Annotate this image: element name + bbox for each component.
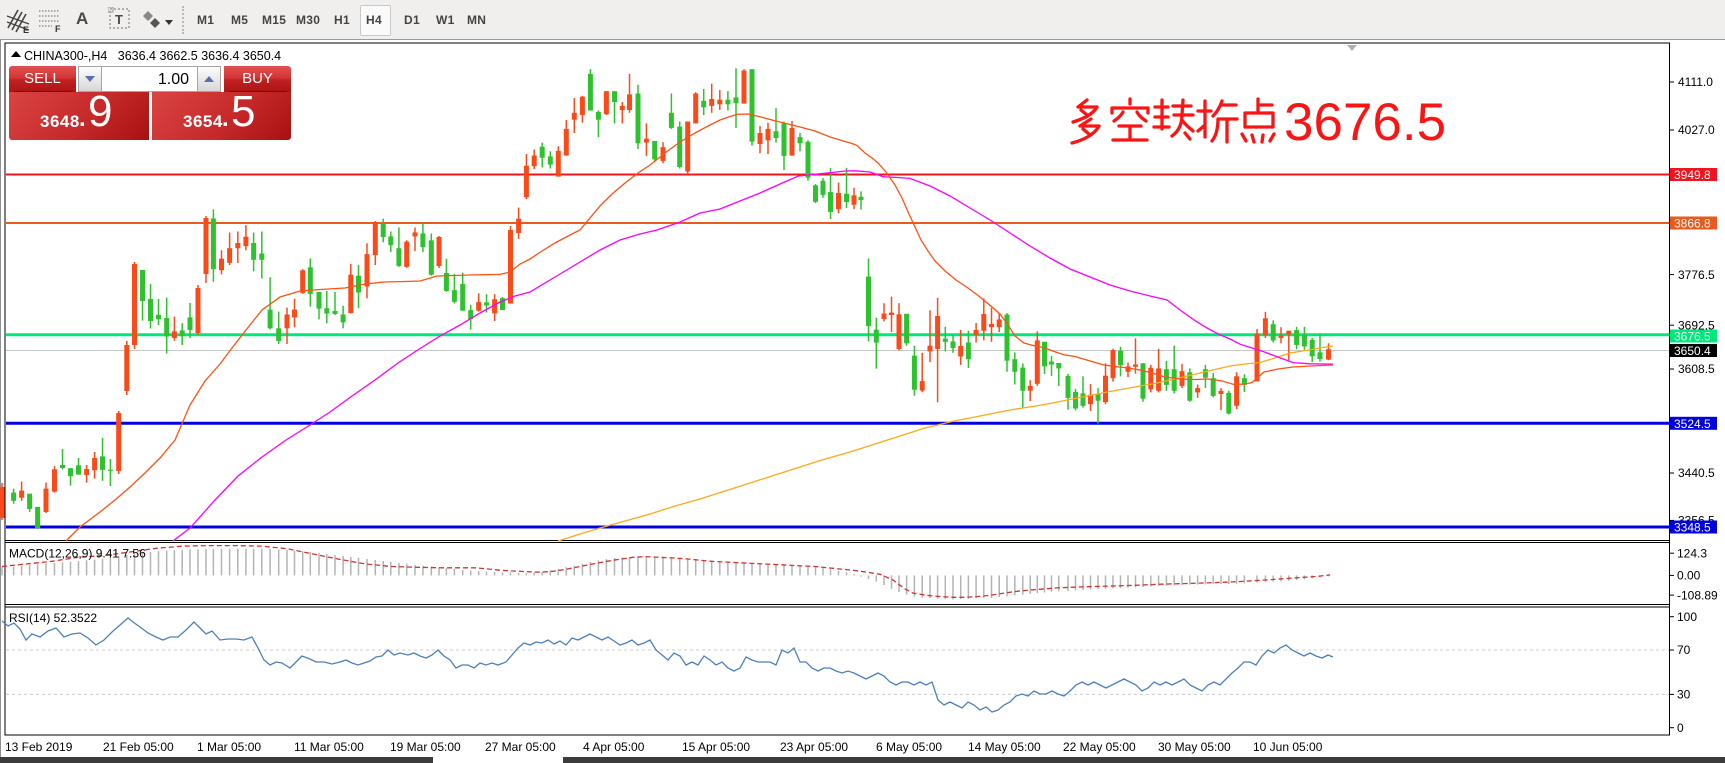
svg-text:3348.5: 3348.5	[1674, 521, 1711, 535]
svg-text:15 Apr 05:00: 15 Apr 05:00	[682, 740, 750, 754]
svg-text:10 Jun 05:00: 10 Jun 05:00	[1253, 740, 1323, 754]
svg-text:3692.5: 3692.5	[1678, 318, 1715, 332]
svg-text:4 Apr 05:00: 4 Apr 05:00	[583, 740, 645, 754]
svg-text:3676.5: 3676.5	[1284, 93, 1446, 152]
svg-text:3866.8: 3866.8	[1674, 217, 1711, 231]
svg-text:30 May 05:00: 30 May 05:00	[1158, 740, 1231, 754]
svg-text:124.3: 124.3	[1677, 546, 1707, 560]
svg-text:0: 0	[1677, 721, 1684, 735]
svg-text:T: T	[115, 12, 123, 27]
svg-text:3676.5: 3676.5	[1674, 330, 1711, 344]
svg-text:14 May 05:00: 14 May 05:00	[968, 740, 1041, 754]
svg-text:13 Feb 2019: 13 Feb 2019	[5, 740, 73, 754]
svg-text:1 Mar 05:00: 1 Mar 05:00	[197, 740, 261, 754]
svg-text:4111.0: 4111.0	[1678, 75, 1713, 89]
svg-text:3776.5: 3776.5	[1678, 268, 1715, 282]
svg-text:3608.5: 3608.5	[1678, 362, 1715, 376]
svg-text:MACD(12,26,9) 9.41 7.56: MACD(12,26,9) 9.41 7.56	[9, 547, 146, 561]
svg-text:-108.89: -108.89	[1677, 588, 1718, 602]
svg-text:23 Apr 05:00: 23 Apr 05:00	[780, 740, 848, 754]
svg-text:RSI(14) 52.3522: RSI(14) 52.3522	[9, 611, 97, 625]
svg-text:21 Feb 05:00: 21 Feb 05:00	[103, 740, 174, 754]
svg-text:E: E	[23, 25, 29, 34]
svg-text:70: 70	[1677, 643, 1691, 657]
svg-text:6 May 05:00: 6 May 05:00	[876, 740, 942, 754]
svg-text:3440.5: 3440.5	[1678, 466, 1715, 480]
svg-text:4027.0: 4027.0	[1678, 123, 1715, 137]
svg-text:3650.4: 3650.4	[1674, 344, 1711, 358]
svg-text:3524.5: 3524.5	[1674, 417, 1711, 431]
svg-text:19 Mar 05:00: 19 Mar 05:00	[390, 740, 461, 754]
svg-text:30: 30	[1677, 688, 1691, 702]
svg-text:11 Mar 05:00: 11 Mar 05:00	[294, 740, 364, 754]
svg-text:F: F	[55, 24, 61, 33]
svg-text:0.00: 0.00	[1677, 569, 1701, 583]
svg-text:3949.8: 3949.8	[1674, 168, 1711, 182]
svg-text:22 May 05:00: 22 May 05:00	[1063, 740, 1136, 754]
svg-text:100: 100	[1677, 610, 1697, 624]
svg-text:27 Mar 05:00: 27 Mar 05:00	[485, 740, 556, 754]
